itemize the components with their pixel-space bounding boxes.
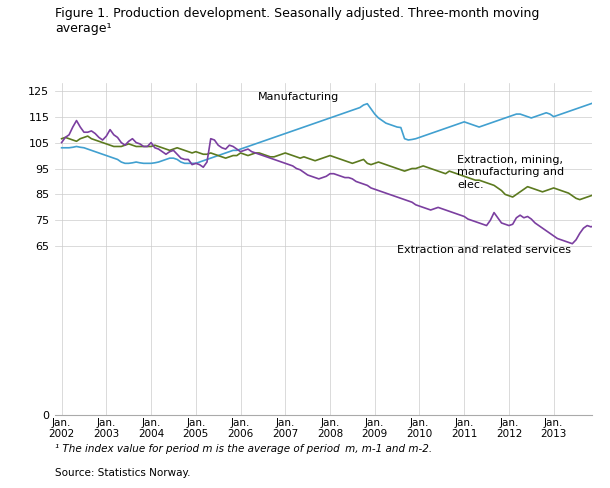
Text: Extraction, mining,
manufacturing and
elec.: Extraction, mining, manufacturing and el… bbox=[458, 155, 565, 190]
Text: Figure 1. Production development. Seasonally adjusted. Three-month moving: Figure 1. Production development. Season… bbox=[55, 7, 539, 20]
Text: ¹ The index value for period m is the average of period  m, m-1 and m-2.: ¹ The index value for period m is the av… bbox=[55, 444, 432, 454]
Text: Manufacturing: Manufacturing bbox=[258, 92, 339, 102]
Text: Extraction and related services: Extraction and related services bbox=[397, 245, 571, 255]
Text: Source: Statistics Norway.: Source: Statistics Norway. bbox=[55, 468, 190, 478]
Text: average¹: average¹ bbox=[55, 22, 112, 35]
